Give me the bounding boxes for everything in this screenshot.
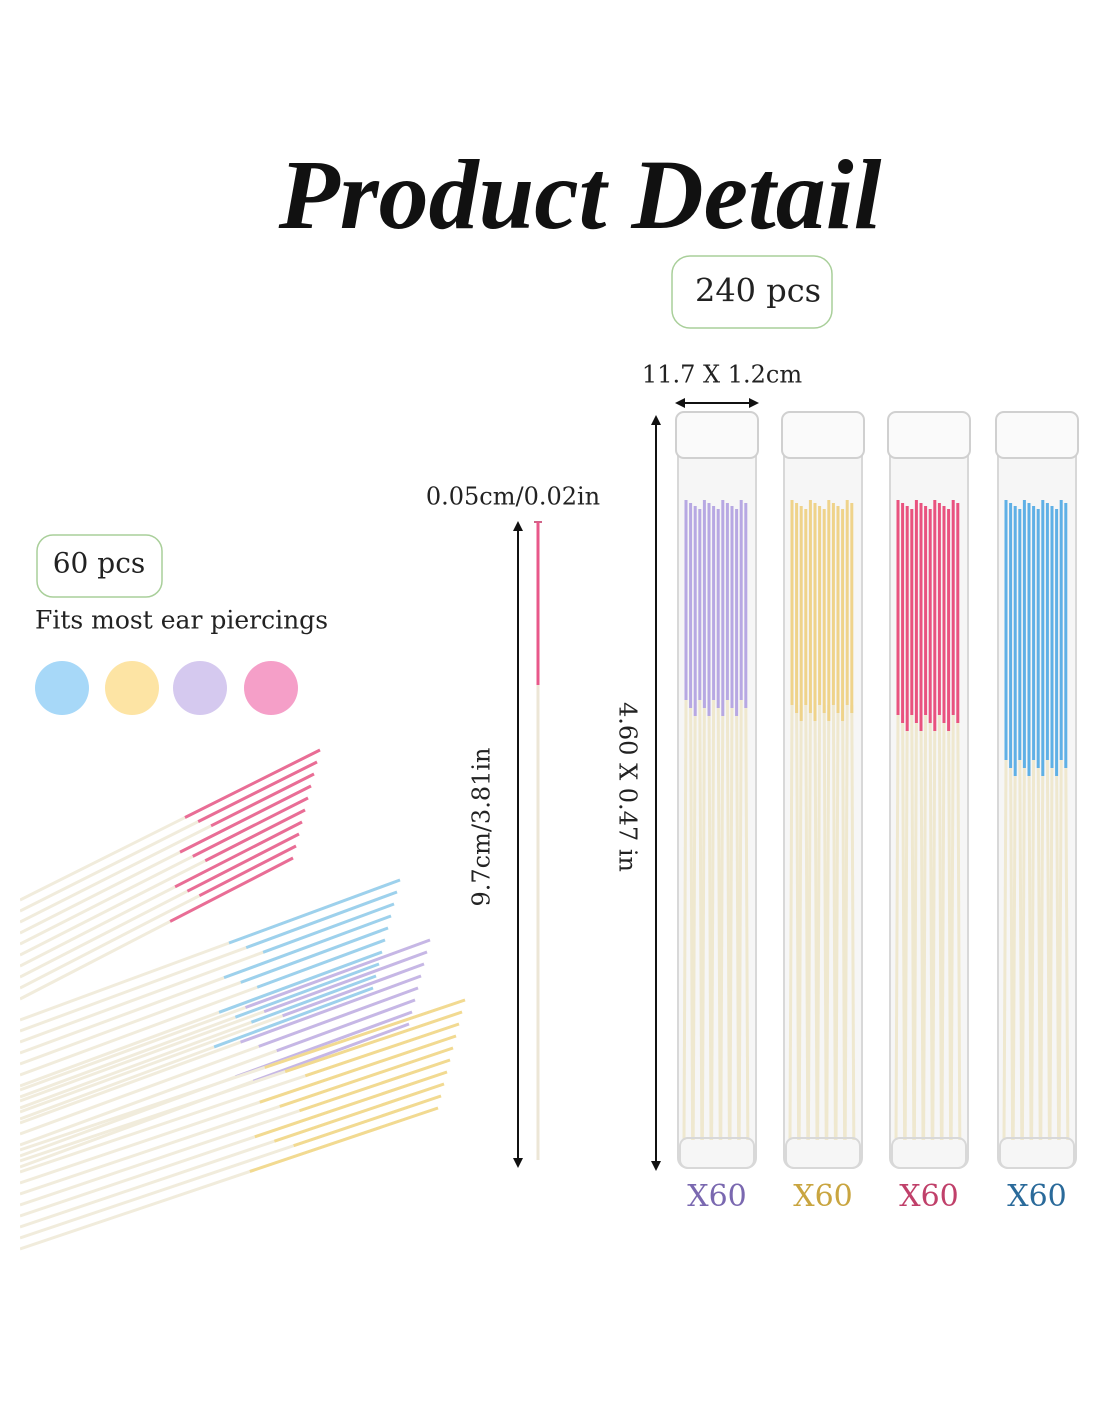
tube-thread — [719, 699, 725, 1141]
tube-thread — [737, 699, 743, 1141]
bundle-thread-tip — [244, 938, 431, 1009]
tube-thread — [903, 714, 909, 1141]
bundle-thread-tip — [276, 998, 416, 1053]
tube-thread — [797, 704, 803, 1141]
tube-cap — [675, 411, 759, 459]
tube-thread — [682, 699, 688, 1141]
bundle-thread-tip — [299, 1058, 451, 1113]
bundle-thread-tip — [179, 784, 312, 854]
tube-thread — [1011, 759, 1017, 1141]
tube-thread — [1020, 759, 1026, 1141]
thread-length: 9.7cm/3.81in — [468, 747, 496, 906]
bundle-thread-tip — [262, 902, 395, 954]
bundle-thread-tip — [240, 926, 389, 984]
title: Product Detail — [278, 139, 882, 250]
tube-cap — [781, 411, 865, 459]
tube-bottom — [785, 1137, 861, 1169]
bundle-thread-tip — [258, 986, 419, 1048]
tube-thread — [1048, 759, 1054, 1141]
tube-thread — [728, 699, 734, 1141]
tube-thread — [940, 714, 946, 1141]
bundle-thread-tip — [240, 974, 422, 1044]
tube-thread — [744, 699, 750, 1141]
bundle-thread-tip — [184, 748, 321, 819]
tube-thread — [922, 714, 928, 1141]
bundle-thread-tip — [213, 986, 374, 1049]
bundle-thread-tip — [304, 1022, 460, 1078]
tube-thread — [816, 704, 822, 1141]
bundle-thread-tip — [249, 1106, 439, 1173]
swatch-purple — [173, 661, 227, 715]
bundle-thread-tip — [210, 772, 315, 828]
tube-thread — [912, 714, 918, 1141]
bundle-thread-tip — [279, 1046, 454, 1108]
tube-thread — [825, 704, 831, 1141]
thread-bundle — [20, 748, 466, 1251]
bundle-thread-tip — [186, 832, 300, 893]
tube-bottom — [679, 1137, 755, 1169]
bundle-thread-tip — [250, 974, 377, 1024]
pack-badge-frame — [36, 534, 163, 598]
total-badge-frame — [671, 255, 833, 329]
tube-thread — [1002, 759, 1008, 1141]
tube-thread — [956, 714, 962, 1141]
bundle-thread-tip — [282, 962, 425, 1018]
tube-thread — [691, 699, 697, 1141]
tube-count: X60 — [793, 1179, 853, 1214]
bundle-thread-tip — [197, 760, 318, 823]
bundle-thread-tip — [218, 950, 383, 1014]
tube-cap — [995, 411, 1079, 459]
tube-size: 11.7 X 1.2cm — [642, 361, 802, 389]
bundle-thread-tip — [264, 998, 466, 1069]
tube-thread — [843, 704, 849, 1141]
bundle-thread-tip — [263, 950, 428, 1014]
bundle-thread-tip — [204, 808, 306, 863]
bundle-thread-tip — [293, 1094, 442, 1148]
tube-thread — [806, 704, 812, 1141]
bundle-thread-tip — [259, 1034, 457, 1104]
tube-thread — [1030, 759, 1036, 1141]
tube-thread — [700, 699, 706, 1141]
pack-badge: 60 pcs — [53, 547, 146, 580]
bundle-thread-tip — [252, 1022, 410, 1083]
tube-thread — [710, 699, 716, 1141]
bundle-thread-tip — [223, 914, 392, 980]
tube-cap — [887, 411, 971, 459]
bundle-thread-tip — [234, 962, 380, 1019]
bundle-thread-tip — [254, 1070, 448, 1139]
tube-bottom — [999, 1137, 1075, 1169]
bundle-thread-tip — [256, 938, 386, 989]
tube-thread — [1057, 759, 1063, 1141]
tube-count: X60 — [687, 1179, 747, 1214]
tube-thread — [1039, 759, 1045, 1141]
bundle-thread-tip — [174, 820, 303, 889]
tube-thread — [850, 704, 856, 1141]
bundle-thread-tip — [245, 890, 398, 950]
bundle-thread-tip — [228, 878, 401, 945]
total-badge: 240 pcs — [695, 272, 821, 310]
tube-thread — [788, 704, 794, 1141]
fit-note: Fits most ear piercings — [35, 606, 328, 635]
tube-length: 4.60 X 0.47 in — [614, 702, 642, 872]
tube-thread — [894, 714, 900, 1141]
bundle-thread-tip — [273, 1082, 445, 1143]
tube-count: X60 — [899, 1179, 959, 1214]
swatch-yellow — [105, 661, 159, 715]
tube-bottom — [891, 1137, 967, 1169]
tube-thread — [931, 714, 937, 1141]
swatch-blue — [35, 661, 89, 715]
bundle-thread-tip — [169, 856, 294, 923]
tube-count: X60 — [1007, 1179, 1067, 1214]
bundle-thread-tip — [284, 1010, 463, 1074]
thread-diameter: 0.05cm/0.02in — [426, 483, 600, 511]
tubes: X60 X60 X60 X60 — [675, 411, 1079, 1214]
tube-thread — [949, 714, 955, 1141]
tube-thread — [834, 704, 840, 1141]
tube-thread — [1064, 759, 1070, 1141]
bundle-thread-tip — [192, 796, 309, 858]
bundle-thread-tip — [198, 844, 297, 898]
swatch-pink — [244, 661, 298, 715]
